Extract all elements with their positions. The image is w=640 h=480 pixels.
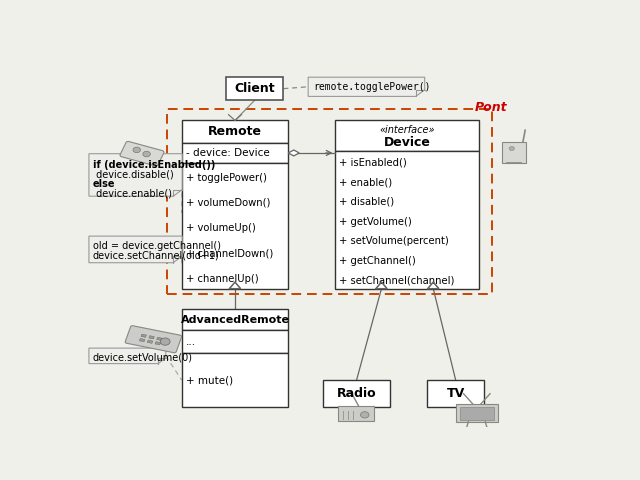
Text: TV: TV	[447, 387, 465, 400]
Text: device.disable(): device.disable()	[93, 169, 173, 179]
Text: if (device.isEnabled()): if (device.isEnabled())	[93, 160, 215, 169]
Bar	[428, 380, 484, 407]
Text: + volumeDown(): + volumeDown()	[186, 198, 270, 208]
Text: old = device.getChannel(): old = device.getChannel()	[93, 241, 221, 252]
Polygon shape	[89, 236, 182, 263]
Bar	[182, 163, 288, 288]
Bar	[502, 142, 526, 164]
Circle shape	[360, 412, 369, 418]
Text: device.setVolume(0): device.setVolume(0)	[93, 352, 193, 362]
Text: else: else	[93, 179, 115, 189]
Bar	[460, 407, 494, 420]
Text: Client: Client	[234, 82, 275, 95]
Text: + togglePower(): + togglePower()	[186, 173, 266, 183]
Text: Pont: Pont	[474, 101, 507, 114]
Polygon shape	[89, 154, 182, 196]
Bar	[147, 340, 153, 343]
Polygon shape	[89, 348, 166, 364]
Circle shape	[160, 338, 170, 345]
Circle shape	[509, 146, 515, 151]
Text: Device: Device	[384, 136, 431, 149]
Text: + channelDown(): + channelDown()	[186, 248, 273, 258]
Text: + disable(): + disable()	[339, 197, 394, 207]
Text: + setChannel(channel): + setChannel(channel)	[339, 276, 455, 286]
Polygon shape	[230, 282, 241, 288]
Text: device.setChannel(old+1): device.setChannel(old+1)	[93, 251, 220, 261]
Bar	[335, 120, 479, 151]
Text: ...: ...	[186, 337, 196, 347]
Polygon shape	[428, 282, 439, 288]
Text: AdvancedRemote: AdvancedRemote	[180, 315, 289, 324]
Text: «interface»: «interface»	[380, 124, 435, 134]
Text: Remote: Remote	[208, 125, 262, 138]
Bar	[182, 353, 288, 407]
Text: + getVolume(): + getVolume()	[339, 216, 412, 227]
Circle shape	[133, 147, 140, 153]
Bar	[227, 77, 284, 100]
Text: + channelUp(): + channelUp()	[186, 274, 259, 284]
Text: + setVolume(percent): + setVolume(percent)	[339, 236, 449, 246]
FancyBboxPatch shape	[125, 326, 182, 353]
Bar	[157, 337, 162, 340]
Text: + getChannel(): + getChannel()	[339, 256, 416, 266]
Bar	[339, 406, 374, 421]
Text: - device: Device: - device: Device	[186, 148, 269, 158]
Circle shape	[143, 151, 150, 157]
Text: + volumeUp(): + volumeUp()	[186, 223, 255, 233]
Polygon shape	[288, 150, 300, 156]
Bar	[140, 338, 145, 342]
Polygon shape	[376, 282, 387, 288]
Bar	[182, 330, 288, 353]
Bar	[456, 404, 498, 422]
Text: Radio: Radio	[337, 387, 376, 400]
Bar	[323, 380, 390, 407]
Bar	[155, 342, 161, 345]
Text: remote.togglePower(): remote.togglePower()	[313, 82, 431, 92]
Bar	[182, 309, 288, 330]
Polygon shape	[308, 77, 425, 96]
Bar	[182, 144, 288, 163]
Bar	[182, 120, 288, 144]
Bar	[148, 336, 154, 339]
Bar	[141, 334, 147, 337]
Bar	[335, 151, 479, 288]
Text: + isEnabled(): + isEnabled()	[339, 157, 407, 168]
Text: device.enable(): device.enable()	[93, 189, 172, 198]
Bar	[167, 109, 492, 294]
FancyBboxPatch shape	[120, 142, 164, 166]
Text: + mute(): + mute()	[186, 375, 233, 385]
Text: + enable(): + enable()	[339, 177, 392, 187]
